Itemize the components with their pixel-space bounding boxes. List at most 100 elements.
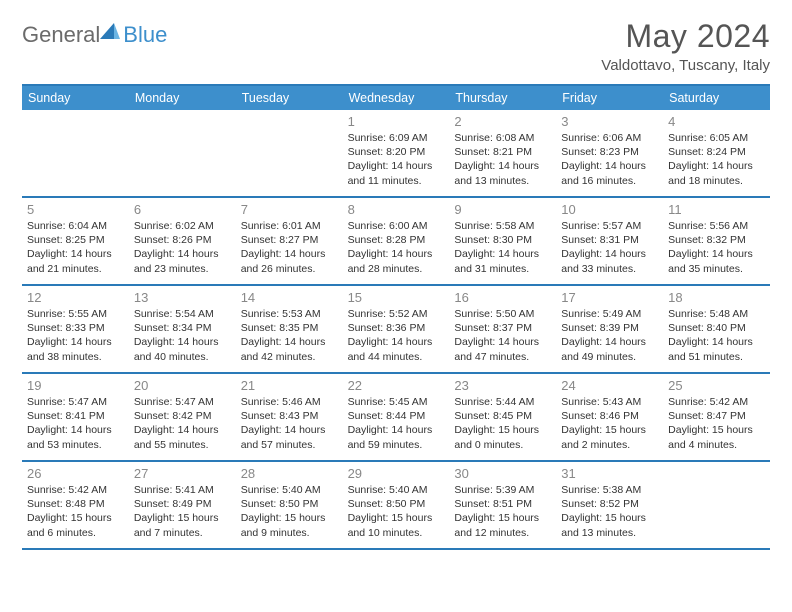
day-number: 4 [668, 114, 765, 129]
calendar-cell: 6Sunrise: 6:02 AMSunset: 8:26 PMDaylight… [129, 198, 236, 284]
calendar-cell: 27 Sunrise: 5:41 AMSunset: 8:49 PMDayligh… [129, 462, 236, 548]
calendar-cell: 2Sunrise: 6:08 AMSunset: 8:21 PMDaylight… [449, 110, 556, 196]
day-info: Sunrise: 5:45 AMSunset: 8:44 PMDaylight:… [348, 395, 445, 452]
day-number: 21 [241, 378, 338, 393]
day-number: 8 [348, 202, 445, 217]
day-header: Tuesday [236, 86, 343, 110]
day-info: Sunrise: 5:41 AMSunset: 8:49 PMDaylight:… [134, 483, 231, 540]
calendar-cell: 22 Sunrise: 5:45 AMSunset: 8:44 PMDayligh… [343, 374, 450, 460]
calendar-body: 1 Sunrise: 6:09 AMSunset: 8:20 PMDaylight… [22, 110, 770, 550]
calendar-row: 19Sunrise: 5:47 AMSunset: 8:41 PMDayligh… [22, 374, 770, 462]
logo-text-blue: Blue [123, 22, 167, 48]
calendar-cell [129, 110, 236, 196]
day-header: Saturday [663, 86, 770, 110]
calendar-cell: 18 Sunrise: 5:48 AMSunset: 8:40 PMDayligh… [663, 286, 770, 372]
day-header: Thursday [449, 86, 556, 110]
day-info: Sunrise: 5:53 AMSunset: 8:35 PMDaylight:… [241, 307, 338, 364]
day-info: Sunrise: 5:42 AMSunset: 8:47 PMDaylight:… [668, 395, 765, 452]
day-number: 11 [668, 202, 765, 217]
header: General Blue May 2024 Valdottavo, Tuscan… [22, 18, 770, 74]
day-number: 15 [348, 290, 445, 305]
day-info: Sunrise: 5:40 AMSunset: 8:50 PMDaylight:… [348, 483, 445, 540]
day-info: Sunrise: 5:55 AMSunset: 8:33 PMDaylight:… [27, 307, 124, 364]
day-number: 25 [668, 378, 765, 393]
calendar-cell: 31Sunrise: 5:38 AMSunset: 8:52 PMDayligh… [556, 462, 663, 548]
day-header: Friday [556, 86, 663, 110]
day-info: Sunrise: 6:08 AMSunset: 8:21 PMDaylight:… [454, 131, 551, 188]
day-number: 13 [134, 290, 231, 305]
calendar-cell: 1 Sunrise: 6:09 AMSunset: 8:20 PMDaylight… [343, 110, 450, 196]
calendar-cell: 13Sunrise: 5:54 AMSunset: 8:34 PMDayligh… [129, 286, 236, 372]
day-number: 1 [348, 114, 445, 129]
calendar-cell: 7Sunrise: 6:01 AMSunset: 8:27 PMDaylight… [236, 198, 343, 284]
day-header: Monday [129, 86, 236, 110]
logo: General Blue [22, 22, 167, 48]
day-info: Sunrise: 5:50 AMSunset: 8:37 PMDaylight:… [454, 307, 551, 364]
day-info: Sunrise: 5:47 AMSunset: 8:41 PMDaylight:… [27, 395, 124, 452]
month-title: May 2024 [601, 18, 770, 55]
day-number: 23 [454, 378, 551, 393]
day-info: Sunrise: 6:04 AMSunset: 8:25 PMDaylight:… [27, 219, 124, 276]
day-info: Sunrise: 5:49 AMSunset: 8:39 PMDaylight:… [561, 307, 658, 364]
calendar-cell: 5 Sunrise: 6:04 AMSunset: 8:25 PMDaylight… [22, 198, 129, 284]
day-number: 28 [241, 466, 338, 481]
day-number: 7 [241, 202, 338, 217]
day-number: 27 [134, 466, 231, 481]
day-number: 20 [134, 378, 231, 393]
day-number: 6 [134, 202, 231, 217]
calendar-page: General Blue May 2024 Valdottavo, Tuscan… [0, 0, 792, 568]
day-number: 5 [27, 202, 124, 217]
day-number: 12 [27, 290, 124, 305]
day-info: Sunrise: 5:48 AMSunset: 8:40 PMDaylight:… [668, 307, 765, 364]
day-info: Sunrise: 5:56 AMSunset: 8:32 PMDaylight:… [668, 219, 765, 276]
day-info: Sunrise: 5:58 AMSunset: 8:30 PMDaylight:… [454, 219, 551, 276]
day-info: Sunrise: 6:00 AMSunset: 8:28 PMDaylight:… [348, 219, 445, 276]
calendar-row: 26 Sunrise: 5:42 AMSunset: 8:48 PMDayligh… [22, 462, 770, 550]
calendar-cell: 11 Sunrise: 5:56 AMSunset: 8:32 PMDayligh… [663, 198, 770, 284]
day-info: Sunrise: 6:05 AMSunset: 8:24 PMDaylight:… [668, 131, 765, 188]
calendar-cell: 10Sunrise: 5:57 AMSunset: 8:31 PMDayligh… [556, 198, 663, 284]
day-info: Sunrise: 5:52 AMSunset: 8:36 PMDaylight:… [348, 307, 445, 364]
day-number: 31 [561, 466, 658, 481]
day-info: Sunrise: 5:47 AMSunset: 8:42 PMDaylight:… [134, 395, 231, 452]
day-info: Sunrise: 5:42 AMSunset: 8:48 PMDaylight:… [27, 483, 124, 540]
title-block: May 2024 Valdottavo, Tuscany, Italy [601, 18, 770, 74]
day-number: 22 [348, 378, 445, 393]
day-info: Sunrise: 6:09 AMSunset: 8:20 PMDaylight:… [348, 131, 445, 188]
day-number: 26 [27, 466, 124, 481]
calendar-cell: 3Sunrise: 6:06 AMSunset: 8:23 PMDaylight… [556, 110, 663, 196]
triangle-icon [100, 23, 120, 44]
calendar-cell: 17 Sunrise: 5:49 AMSunset: 8:39 PMDayligh… [556, 286, 663, 372]
day-header: Sunday [22, 86, 129, 110]
day-header: Wednesday [343, 86, 450, 110]
day-number: 14 [241, 290, 338, 305]
calendar-cell [663, 462, 770, 548]
calendar-cell [22, 110, 129, 196]
calendar-cell: 29 Sunrise: 5:40 AMSunset: 8:50 PMDayligh… [343, 462, 450, 548]
day-info: Sunrise: 5:57 AMSunset: 8:31 PMDaylight:… [561, 219, 658, 276]
day-number: 16 [454, 290, 551, 305]
day-number: 9 [454, 202, 551, 217]
calendar-cell: 9 Sunrise: 5:58 AMSunset: 8:30 PMDaylight… [449, 198, 556, 284]
calendar-cell: 21 Sunrise: 5:46 AMSunset: 8:43 PMDayligh… [236, 374, 343, 460]
calendar-cell: 25 Sunrise: 5:42 AMSunset: 8:47 PMDayligh… [663, 374, 770, 460]
calendar-cell [236, 110, 343, 196]
day-number: 18 [668, 290, 765, 305]
day-info: Sunrise: 5:46 AMSunset: 8:43 PMDaylight:… [241, 395, 338, 452]
day-number: 30 [454, 466, 551, 481]
calendar-row: 1 Sunrise: 6:09 AMSunset: 8:20 PMDaylight… [22, 110, 770, 198]
day-number: 29 [348, 466, 445, 481]
calendar: Sunday Monday Tuesday Wednesday Thursday… [22, 84, 770, 550]
day-info: Sunrise: 5:39 AMSunset: 8:51 PMDaylight:… [454, 483, 551, 540]
day-number: 24 [561, 378, 658, 393]
day-info: Sunrise: 5:44 AMSunset: 8:45 PMDaylight:… [454, 395, 551, 452]
calendar-cell: 8 Sunrise: 6:00 AMSunset: 8:28 PMDaylight… [343, 198, 450, 284]
calendar-header-row: Sunday Monday Tuesday Wednesday Thursday… [22, 86, 770, 110]
day-number: 17 [561, 290, 658, 305]
day-number: 3 [561, 114, 658, 129]
calendar-cell: 30 Sunrise: 5:39 AMSunset: 8:51 PMDayligh… [449, 462, 556, 548]
day-info: Sunrise: 5:43 AMSunset: 8:46 PMDaylight:… [561, 395, 658, 452]
calendar-cell: 15 Sunrise: 5:52 AMSunset: 8:36 PMDayligh… [343, 286, 450, 372]
day-info: Sunrise: 5:40 AMSunset: 8:50 PMDaylight:… [241, 483, 338, 540]
logo-text-general: General [22, 22, 100, 48]
